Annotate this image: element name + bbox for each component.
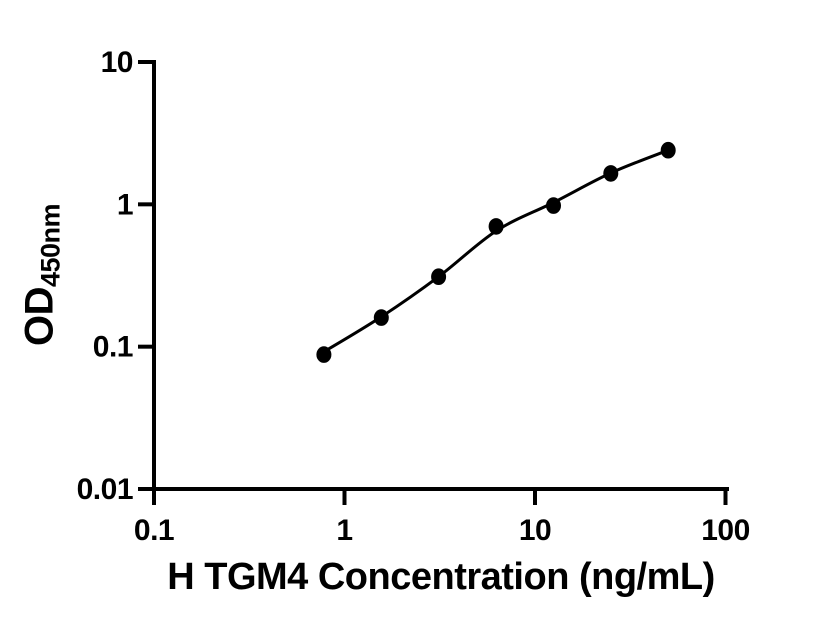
data-point	[546, 197, 561, 214]
x-tick-label: 1	[336, 514, 352, 547]
x-axis-title: H TGM4 Concentration (ng/mL)	[167, 556, 715, 598]
x-tick-label: 100	[701, 514, 750, 547]
y-tick-label: 10	[101, 46, 133, 79]
data-point	[373, 309, 389, 326]
data-point	[488, 218, 504, 235]
x-tick-label: 0.1	[134, 514, 174, 547]
data-point	[316, 346, 332, 363]
y-axis-title: OD450nm	[17, 203, 66, 347]
data-point	[660, 141, 676, 159]
y-tick-label: 0.01	[77, 473, 133, 506]
y-tick-label: 0.1	[93, 331, 133, 364]
y-axis-title-subscript: 450nm	[35, 203, 66, 288]
data-point	[603, 165, 619, 182]
x-tick-label: 10	[519, 514, 551, 547]
data-point	[431, 268, 447, 286]
y-axis-title-main: OD	[17, 287, 62, 347]
y-tick-label: 1	[117, 188, 133, 221]
